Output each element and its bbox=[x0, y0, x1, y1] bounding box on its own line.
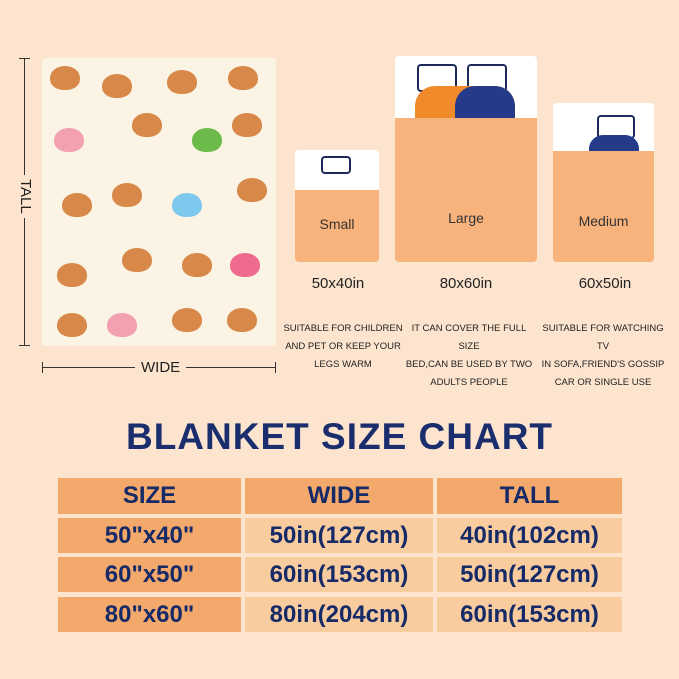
wide-tick-right bbox=[275, 362, 276, 373]
cell-tall: 50in(127cm) bbox=[437, 557, 622, 592]
cell-tall: 60in(153cm) bbox=[437, 597, 622, 632]
medium-size-illustration: Medium bbox=[553, 103, 654, 262]
desc-line: BED,CAN BE USED BY TWO bbox=[405, 359, 533, 370]
cell-size: 80"x60" bbox=[58, 597, 241, 632]
large-description: IT CAN COVER THE FULL SIZE BED,CAN BE USE… bbox=[402, 320, 536, 392]
size-name: Small bbox=[319, 216, 355, 232]
desc-line: ADULTS PEOPLE bbox=[430, 377, 508, 388]
desc-line: SUITABLE FOR WATCHING TV bbox=[542, 323, 664, 352]
medium-description: SUITABLE FOR WATCHING TV IN SOFA,FRIEND'S… bbox=[538, 320, 668, 392]
cell-wide: 80in(204cm) bbox=[245, 597, 433, 632]
large-dims: 80x60in bbox=[439, 275, 493, 292]
wide-tick-left bbox=[42, 362, 43, 373]
header-tall: TALL bbox=[437, 478, 622, 514]
tall-tick-top bbox=[19, 58, 30, 59]
blanket-preview-image bbox=[42, 58, 276, 346]
header-wide: WIDE bbox=[245, 478, 433, 514]
cell-size: 50"x40" bbox=[58, 518, 241, 553]
desc-line: CAR OR SINGLE USE bbox=[554, 377, 652, 388]
desc-line: IN SOFA,FRIEND'S GOSSIP bbox=[541, 359, 665, 370]
header-size: SIZE bbox=[58, 478, 241, 514]
desc-line: IT CAN COVER THE FULL SIZE bbox=[411, 323, 527, 352]
tall-tick-bottom bbox=[19, 345, 30, 346]
wide-label: WIDE bbox=[135, 359, 187, 376]
small-size-illustration: Small bbox=[295, 150, 379, 262]
small-description: SUITABLE FOR CHILDREN AND PET OR KEEP YOU… bbox=[283, 320, 403, 374]
cell-wide: 50in(127cm) bbox=[245, 518, 433, 553]
small-dims: 50x40in bbox=[311, 275, 365, 292]
cell-size: 60"x50" bbox=[58, 557, 241, 592]
large-size-illustration: Large bbox=[395, 56, 537, 262]
medium-dims: 60x50in bbox=[578, 275, 632, 292]
desc-line: AND PET OR KEEP YOUR bbox=[285, 341, 401, 352]
desc-line: LEGS WARM bbox=[314, 359, 372, 370]
cell-wide: 60in(153cm) bbox=[245, 557, 433, 592]
chart-title: BLANKET SIZE CHART bbox=[125, 416, 554, 457]
desc-line: SUITABLE FOR CHILDREN bbox=[283, 323, 403, 334]
cell-tall: 40in(102cm) bbox=[437, 518, 622, 553]
tall-label: TALL bbox=[17, 175, 34, 218]
size-name: Medium bbox=[578, 213, 629, 229]
size-name: Large bbox=[448, 210, 484, 226]
